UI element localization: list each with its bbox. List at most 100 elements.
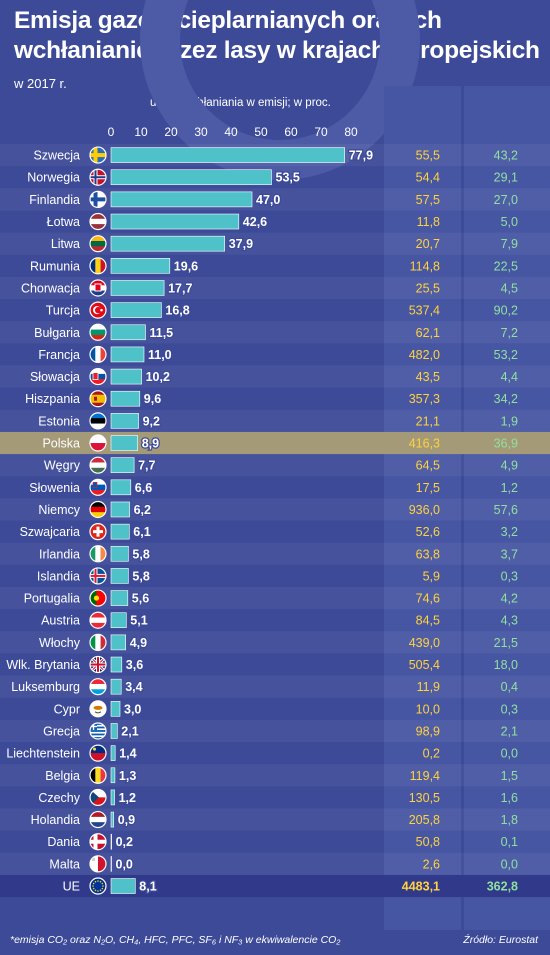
bar-value-label: 5,6 [132, 592, 149, 606]
country-label: Czechy [38, 791, 80, 805]
emission-value: 20,7 [416, 237, 440, 251]
flag-cross [90, 573, 106, 578]
flag-band [90, 457, 106, 464]
bar-value-label: 0,9 [118, 813, 135, 827]
bar-value-label: 42,6 [243, 215, 267, 229]
flag-triangle [90, 789, 99, 806]
emission-value: 63,8 [416, 547, 440, 561]
country-label: Włochy [39, 636, 81, 650]
flag-cross [93, 169, 98, 186]
emission-value: 64,5 [416, 459, 440, 473]
switzerland-flag-icon [89, 523, 107, 541]
bar-value-label: 6,1 [133, 525, 150, 539]
flag-bg [90, 302, 106, 319]
flag-border [89, 766, 107, 784]
bar-value-label: 77,9 [349, 149, 373, 163]
emission-value: 57,5 [416, 193, 440, 207]
flag-bg [90, 169, 106, 186]
flag-band [90, 462, 106, 468]
flag-band [90, 767, 96, 784]
flag-graphic [90, 878, 106, 895]
country-label: Holandia [31, 813, 80, 827]
absorption-value: 4,4 [501, 370, 518, 384]
total-row [0, 874, 550, 898]
absorption-value: 4,5 [501, 281, 518, 295]
country-label: Grecja [43, 724, 80, 738]
bar [110, 147, 345, 163]
emission-header-line: gazów* [401, 103, 439, 115]
flag-border [89, 456, 107, 474]
absorption-value: 43,2 [494, 149, 518, 163]
flag-star [92, 887, 95, 890]
bar-value-label: 8,9 [142, 437, 159, 451]
flag-band [90, 373, 106, 380]
country-label: Turcja [46, 304, 80, 318]
country-label: Irlandia [39, 547, 80, 561]
bar-value-label: 1,2 [119, 791, 136, 805]
emission-value: 119,4 [410, 769, 440, 783]
flag-band [90, 467, 106, 474]
flag-graphic [90, 435, 106, 452]
flag-crescent [95, 306, 102, 314]
country-label: Chorwacja [21, 281, 80, 295]
bar [110, 258, 171, 274]
country-label: Słowacja [30, 370, 80, 384]
flag-graphic [90, 700, 106, 717]
row-stripe [0, 675, 550, 698]
flag-border [89, 855, 107, 873]
bulgaria-flag-icon [89, 323, 107, 341]
country-label: Łotwa [47, 215, 80, 229]
flag-stripe [90, 723, 106, 725]
flag-band [90, 490, 106, 496]
emission-value: 25,5 [416, 281, 440, 295]
flag-cross [96, 656, 100, 673]
country-label: Dania [47, 835, 80, 849]
country-label: Norwegia [27, 171, 80, 185]
flag-stripe [90, 730, 106, 732]
bar [110, 568, 129, 584]
bar [110, 501, 130, 518]
flag-graphic [90, 191, 106, 208]
absorption-value: 36,9 [494, 437, 518, 451]
bar-value-label: 11,5 [150, 326, 174, 340]
bar-value-label: 6,2 [134, 503, 151, 517]
liechtenstein-flag-icon [89, 744, 107, 762]
flag-bg [90, 147, 106, 164]
flag-emblem [92, 482, 98, 488]
country-label: Austria [41, 614, 80, 628]
flag-band [90, 789, 106, 798]
absorption-value: 57,6 [494, 503, 518, 517]
country-label: Węgry [44, 459, 81, 473]
absorption-value: 53,2 [494, 348, 518, 362]
flag-graphic [90, 855, 106, 872]
x-tick-label: 30 [194, 125, 208, 139]
croatia-flag-icon [89, 279, 107, 297]
emission-value: 50,8 [416, 835, 440, 849]
bar-value-label: 0,2 [116, 835, 133, 849]
emission-header-line: mln ton [401, 117, 439, 129]
belgium-flag-icon [89, 766, 107, 784]
absorption-value: 22,5 [494, 259, 518, 273]
x-tick-label: 50 [254, 125, 268, 139]
flag-crescent [93, 306, 101, 315]
iceland-flag-icon [89, 567, 107, 585]
norway-flag-icon [89, 168, 107, 186]
country-label: Wlk. Brytania [6, 658, 80, 672]
x-tick-label: 20 [164, 125, 178, 139]
country-label: Liechtenstein [6, 747, 80, 761]
flag-cross [90, 176, 106, 179]
flag-cross [96, 526, 100, 537]
emission-value: 482,0 [409, 348, 440, 362]
bar [110, 169, 272, 186]
country-label: Litwa [51, 237, 80, 251]
flag-cross [90, 839, 106, 844]
emission-value: 5,9 [423, 569, 440, 583]
chart-subtitle: w 2017 r. [14, 76, 67, 91]
bar-value-label: 0,0 [116, 857, 133, 871]
bar [110, 346, 145, 363]
flag-graphic [90, 324, 106, 341]
footnote: *emisja CO₂ oraz N₂O, CH₄, HFC, PFC, SF₆… [10, 934, 341, 946]
flag-graphic [90, 722, 106, 739]
country-label: Szwajcaria [20, 525, 80, 539]
